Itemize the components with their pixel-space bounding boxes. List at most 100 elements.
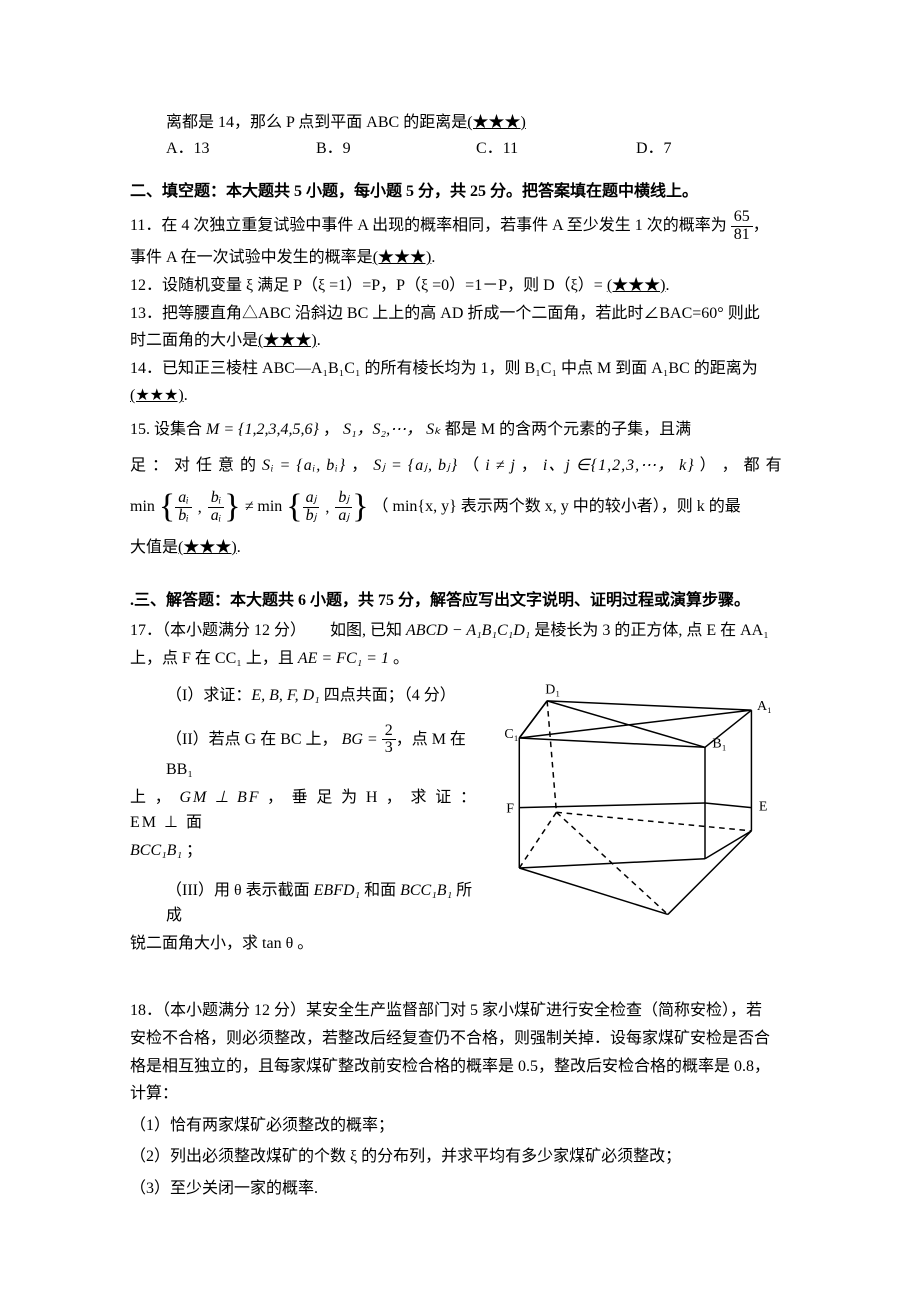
q12-text: 设随机变量 ξ 满足 P（ξ =1）=P，P（ξ =0）=1－P，则 D（ξ）= — [162, 277, 607, 294]
q12: 12．设随机变量 ξ 满足 P（ξ =1）=P，P（ξ =0）=1－P，则 D（… — [130, 273, 790, 299]
q15-num: 15. — [130, 421, 154, 438]
q17-figure: D₁A₁C₁B₁FE — [490, 673, 790, 942]
lbrace-icon: { — [159, 490, 175, 524]
q17-p2-line3: BCC₁B₁ ； — [130, 838, 478, 864]
q15-fr2: bᵢaᵢ — [208, 490, 225, 525]
q14-line1: 已知正三棱柱 ABC—A₁B₁C₁ 的所有棱长均为 1，则 B₁C₁ 中点 M … — [162, 360, 758, 377]
q13-line2: 时二面角的大小是 — [130, 332, 258, 349]
fr1d: bᵢ — [175, 508, 192, 525]
q17-body: （I）求证：E, B, F, D₁ 四点共面；（4 分） （II）若点 G 在 … — [130, 673, 790, 958]
section-3-header: .三、解答题：本大题共 6 小题，共 75 分，解答应写出文字说明、证明过程或演… — [130, 588, 790, 614]
q17-p3-lead: （III）用 θ 表示截面 — [166, 882, 314, 899]
q11-tail: ， — [753, 217, 769, 234]
q10-text: 离都是 14，那么 P 点到平面 ABC 的距离是 — [166, 114, 467, 131]
q17-head1: （本小题满分 12 分） 如图, 已知 — [162, 622, 406, 639]
fr2n: bᵢ — [208, 490, 225, 508]
q15-l2d: ） ， 都 有 — [695, 457, 783, 474]
q11-line2: 事件 A 在一次试验中发生的概率是(★★★). — [130, 245, 790, 271]
q17-cube: ABCD − A₁B₁C₁D₁ — [406, 622, 530, 639]
fr3d: bⱼ — [303, 508, 320, 525]
q11: 11．在 4 次独立重复试验中事件 A 出现的概率相同，若事件 A 至少发生 1… — [130, 209, 790, 244]
q15-l1a: 设集合 — [154, 421, 206, 438]
svg-text:C₁: C₁ — [504, 727, 518, 742]
svg-text:E: E — [759, 800, 768, 815]
q18-s1: （1）恰有两家煤矿必须整改的概率； — [130, 1113, 790, 1139]
lbrace-icon-2: { — [286, 490, 302, 524]
q17-aefc: AE = FC₁ = 1 — [298, 650, 389, 667]
q17-part2: （II）若点 G 在 BC 上， BG = 23，点 M 在 BB₁ — [166, 723, 478, 783]
q11-blank: (★★★) — [373, 249, 432, 266]
fr4d: aⱼ — [335, 508, 352, 525]
q15-line2: 足 ： 对 任 意 的 Sᵢ = {aᵢ, bᵢ} ， Sⱼ = {aⱼ, bⱼ… — [130, 453, 790, 479]
q15-fr1: aᵢbᵢ — [175, 490, 192, 525]
q18-l4: 计算： — [130, 1081, 790, 1107]
q17-p2-line3b: ； — [182, 842, 202, 859]
q17-gmperp: GM ⊥ BF — [179, 789, 260, 806]
q11-text2: 事件 A 在一次试验中发生的概率是 — [130, 249, 373, 266]
q15-setM: M = {1,2,3,4,5,6} — [206, 421, 319, 438]
fr4n: bⱼ — [335, 490, 352, 508]
q17-p2-lead: （II）若点 G 在 BC 上， — [166, 731, 342, 748]
comma-sep: , — [198, 495, 202, 521]
q15-l2b: （ — [458, 457, 485, 474]
q15-l2c: ， — [516, 457, 543, 474]
q13-line2-wrap: 时二面角的大小是(★★★). — [130, 328, 790, 354]
q15-line4: 大值是(★★★). — [130, 535, 790, 561]
q14-line2-wrap: (★★★). — [130, 383, 790, 409]
q17-line2a: 上，点 F 在 CC₁ 上，且 — [130, 650, 298, 667]
q10-opt-c: C．11 — [476, 136, 636, 162]
q15-neq: ≠ — [245, 498, 258, 515]
q17-line2: 上，点 F 在 CC₁ 上，且 AE = FC₁ = 1 。 — [130, 646, 790, 672]
q17-p1-tail: 四点共面；（4 分） — [320, 687, 456, 704]
q17-part3: （III）用 θ 表示截面 EBFD₁ 和面 BCC₁B₁ 所成 — [166, 878, 478, 929]
cube-diagram: D₁A₁C₁B₁FE — [490, 673, 790, 933]
q18-num: 18． — [130, 1002, 162, 1019]
q10-opt-d: D．7 — [636, 136, 756, 162]
q17-bg-frac: 23 — [382, 723, 396, 758]
q17-p3-line2b: 。 — [293, 935, 313, 952]
q17-bg-lhs: BG = — [342, 731, 382, 748]
q17-bccb1: BCC₁B₁ — [130, 842, 182, 859]
q11-text1: 在 4 次独立重复试验中事件 A 出现的概率相同，若事件 A 至少发生 1 次的… — [161, 217, 726, 234]
q17-line2b: 。 — [389, 650, 409, 667]
q17-ebfd: EBFD₁ — [314, 882, 360, 899]
q17-head2: 是棱长为 3 的正方体, 点 E 在 AA₁ — [530, 622, 768, 639]
svg-text:F: F — [506, 801, 514, 816]
q17-text-col: （I）求证：E, B, F, D₁ 四点共面；（4 分） （II）若点 G 在 … — [130, 673, 478, 958]
q17-p3-mid: 和面 — [360, 882, 400, 899]
q15-note: （ min{x, y} 表示两个数 x, y 中的较小者），则 k 的最 — [373, 498, 741, 515]
q12-period: . — [666, 277, 670, 294]
q14: 14．已知正三棱柱 ABC—A₁B₁C₁ 的所有棱长均为 1，则 B₁C₁ 中点… — [130, 356, 790, 382]
q17-p3-line2: 锐二面角大小，求 tan θ 。 — [130, 931, 478, 957]
q17-part1: （I）求证：E, B, F, D₁ 四点共面；（4 分） — [166, 683, 478, 709]
q15-ijrange: i、j ∈{1,2,3,⋯， k} — [543, 457, 695, 474]
q15-l2a: 足 ： 对 任 意 的 — [130, 457, 262, 474]
svg-text:B₁: B₁ — [712, 736, 726, 751]
q10-options: A．13 B．9 C．11 D．7 — [166, 136, 790, 162]
q10-opt-b: B．9 — [316, 136, 476, 162]
q15-period: . — [237, 539, 241, 556]
q18-s2: （2）列出必须整改煤矿的个数 ξ 的分布列，并求平均有多少家煤矿必须整改； — [130, 1144, 790, 1170]
q10-opt-a: A．13 — [166, 136, 316, 162]
q18: 18．（本小题满分 12 分）某安全生产监督部门对 5 家小煤矿进行安全检查（简… — [130, 998, 790, 1024]
q15-Sj: Sⱼ = {aⱼ, bⱼ} — [373, 457, 458, 474]
q15-min1: min — [130, 498, 155, 515]
fr1n: aᵢ — [175, 490, 192, 508]
exam-page: 离都是 14，那么 P 点到平面 ABC 的距离是 (★★★) A．13 B．9 … — [0, 0, 920, 1264]
q17-p1-body: E, B, F, D₁ — [251, 687, 319, 704]
q18-l1: （本小题满分 12 分）某安全生产监督部门对 5 家小煤矿进行安全检查（简称安检… — [162, 1002, 762, 1019]
q15-blank: (★★★) — [178, 539, 237, 556]
q11-frac-den: 81 — [731, 227, 753, 244]
q17-p2-line2: 上 ， GM ⊥ BF ， 垂 足 为 H ， 求 证 ： EM ⊥ 面 — [130, 785, 478, 836]
q15-minset2: { aⱼbⱼ , bⱼaⱼ } — [286, 490, 368, 525]
q13-num: 13． — [130, 305, 162, 322]
q15-l1b: ， — [319, 421, 343, 438]
q15-fr4: bⱼaⱼ — [335, 490, 352, 525]
q13-blank: (★★★) — [258, 332, 317, 349]
q18-l2: 安检不合格，则必须整改，若整改后经复查仍不合格，则强制关掉．设每家煤矿安检是否合 — [130, 1026, 790, 1052]
bg-den: 3 — [382, 740, 396, 757]
q13-line1: 把等腰直角△ABC 沿斜边 BC 上上的高 AD 折成一个二面角，若此时∠BAC… — [162, 305, 760, 322]
comma-sep-2: , — [325, 495, 329, 521]
section-2-header: 二、填空题：本大题共 5 小题，每小题 5 分，共 25 分。把答案填在题中横线… — [130, 179, 790, 205]
q17-p3-line2a: 锐二面角大小，求 — [130, 935, 262, 952]
